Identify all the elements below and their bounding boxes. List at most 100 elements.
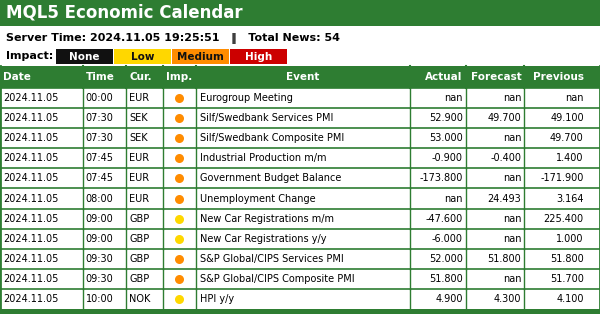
- Bar: [0, 309, 600, 314]
- Text: nan: nan: [503, 214, 521, 224]
- Text: -0.400: -0.400: [490, 153, 521, 163]
- Text: nan: nan: [503, 173, 521, 183]
- Text: 2024.11.05: 2024.11.05: [3, 173, 58, 183]
- Text: 00:00: 00:00: [86, 93, 113, 103]
- Bar: [0, 188, 600, 208]
- Text: Server Time: 2024.11.05 19:25:51   ‖   Total News: 54: Server Time: 2024.11.05 19:25:51 ‖ Total…: [6, 34, 340, 45]
- Text: 1.000: 1.000: [556, 234, 584, 244]
- Text: 2024.11.05: 2024.11.05: [3, 193, 58, 203]
- Text: Cur.: Cur.: [129, 72, 152, 82]
- Text: 10:00: 10:00: [86, 294, 113, 304]
- Bar: [114, 49, 171, 64]
- Text: 09:30: 09:30: [86, 274, 113, 284]
- Text: 52.900: 52.900: [429, 113, 463, 123]
- Bar: [0, 229, 600, 249]
- Text: 51.700: 51.700: [550, 274, 584, 284]
- Text: GBP: GBP: [129, 254, 149, 264]
- Text: nan: nan: [503, 234, 521, 244]
- Text: EUR: EUR: [129, 153, 149, 163]
- Text: EUR: EUR: [129, 173, 149, 183]
- Text: EUR: EUR: [129, 193, 149, 203]
- Text: Impact:: Impact:: [6, 51, 53, 61]
- Text: 49.700: 49.700: [488, 113, 521, 123]
- Text: 09:00: 09:00: [86, 214, 113, 224]
- Text: 2024.11.05: 2024.11.05: [3, 234, 58, 244]
- Text: Actual: Actual: [425, 72, 463, 82]
- Bar: [56, 49, 113, 64]
- Text: nan: nan: [444, 193, 463, 203]
- Text: Silf/Swedbank Services PMI: Silf/Swedbank Services PMI: [200, 113, 333, 123]
- Text: Medium: Medium: [177, 51, 224, 62]
- Text: 51.800: 51.800: [429, 274, 463, 284]
- Text: Low: Low: [131, 51, 154, 62]
- Text: SEK: SEK: [129, 133, 148, 143]
- Text: 2024.11.05: 2024.11.05: [3, 93, 58, 103]
- Text: 49.700: 49.700: [550, 133, 584, 143]
- Text: -171.900: -171.900: [541, 173, 584, 183]
- Text: 51.800: 51.800: [550, 254, 584, 264]
- Text: 53.000: 53.000: [429, 133, 463, 143]
- Text: None: None: [69, 51, 100, 62]
- Text: HPI y/y: HPI y/y: [200, 294, 234, 304]
- Text: High: High: [245, 51, 272, 62]
- Text: nan: nan: [503, 133, 521, 143]
- Text: 4.300: 4.300: [494, 294, 521, 304]
- Text: 1.400: 1.400: [556, 153, 584, 163]
- Text: MQL5 Economic Calendar: MQL5 Economic Calendar: [6, 4, 242, 22]
- Text: 07:30: 07:30: [86, 133, 113, 143]
- Text: -6.000: -6.000: [431, 234, 463, 244]
- Text: 09:30: 09:30: [86, 254, 113, 264]
- Text: Imp.: Imp.: [166, 72, 193, 82]
- Text: Previous: Previous: [533, 72, 584, 82]
- Bar: [172, 49, 229, 64]
- Text: GBP: GBP: [129, 234, 149, 244]
- Text: nan: nan: [503, 274, 521, 284]
- Text: 2024.11.05: 2024.11.05: [3, 254, 58, 264]
- Text: Government Budget Balance: Government Budget Balance: [200, 173, 341, 183]
- Text: 4.900: 4.900: [435, 294, 463, 304]
- Bar: [0, 148, 600, 168]
- Text: 52.000: 52.000: [429, 254, 463, 264]
- Bar: [0, 269, 600, 289]
- Bar: [230, 49, 287, 64]
- Text: 2024.11.05: 2024.11.05: [3, 113, 58, 123]
- Text: Eurogroup Meeting: Eurogroup Meeting: [200, 93, 292, 103]
- Bar: [0, 249, 600, 269]
- Text: New Car Registrations y/y: New Car Registrations y/y: [200, 234, 326, 244]
- Text: Silf/Swedbank Composite PMI: Silf/Swedbank Composite PMI: [200, 133, 344, 143]
- Text: EUR: EUR: [129, 93, 149, 103]
- Text: S&P Global/CIPS Composite PMI: S&P Global/CIPS Composite PMI: [200, 274, 354, 284]
- Bar: [0, 168, 600, 188]
- Text: 3.164: 3.164: [556, 193, 584, 203]
- Text: Event: Event: [286, 72, 320, 82]
- Text: 2024.11.05: 2024.11.05: [3, 214, 58, 224]
- Bar: [0, 289, 600, 309]
- Text: 24.493: 24.493: [488, 193, 521, 203]
- Bar: [0, 26, 600, 66]
- Text: -0.900: -0.900: [431, 153, 463, 163]
- Text: 4.100: 4.100: [556, 294, 584, 304]
- Text: SEK: SEK: [129, 113, 148, 123]
- Text: GBP: GBP: [129, 274, 149, 284]
- Text: 09:00: 09:00: [86, 234, 113, 244]
- Text: 2024.11.05: 2024.11.05: [3, 153, 58, 163]
- Text: 49.100: 49.100: [550, 113, 584, 123]
- Bar: [0, 88, 600, 108]
- Text: GBP: GBP: [129, 214, 149, 224]
- Text: 51.800: 51.800: [488, 254, 521, 264]
- Text: Forecast: Forecast: [470, 72, 521, 82]
- Bar: [0, 208, 600, 229]
- Text: nan: nan: [503, 93, 521, 103]
- Text: Unemployment Change: Unemployment Change: [200, 193, 315, 203]
- Text: Date: Date: [3, 72, 31, 82]
- Bar: [0, 108, 600, 128]
- Text: New Car Registrations m/m: New Car Registrations m/m: [200, 214, 334, 224]
- Text: 2024.11.05: 2024.11.05: [3, 133, 58, 143]
- Text: 225.400: 225.400: [544, 214, 584, 224]
- Text: 08:00: 08:00: [86, 193, 113, 203]
- Text: NOK: NOK: [129, 294, 151, 304]
- Text: -173.800: -173.800: [419, 173, 463, 183]
- Text: Industrial Production m/m: Industrial Production m/m: [200, 153, 326, 163]
- Bar: [0, 66, 600, 88]
- Text: -47.600: -47.600: [425, 214, 463, 224]
